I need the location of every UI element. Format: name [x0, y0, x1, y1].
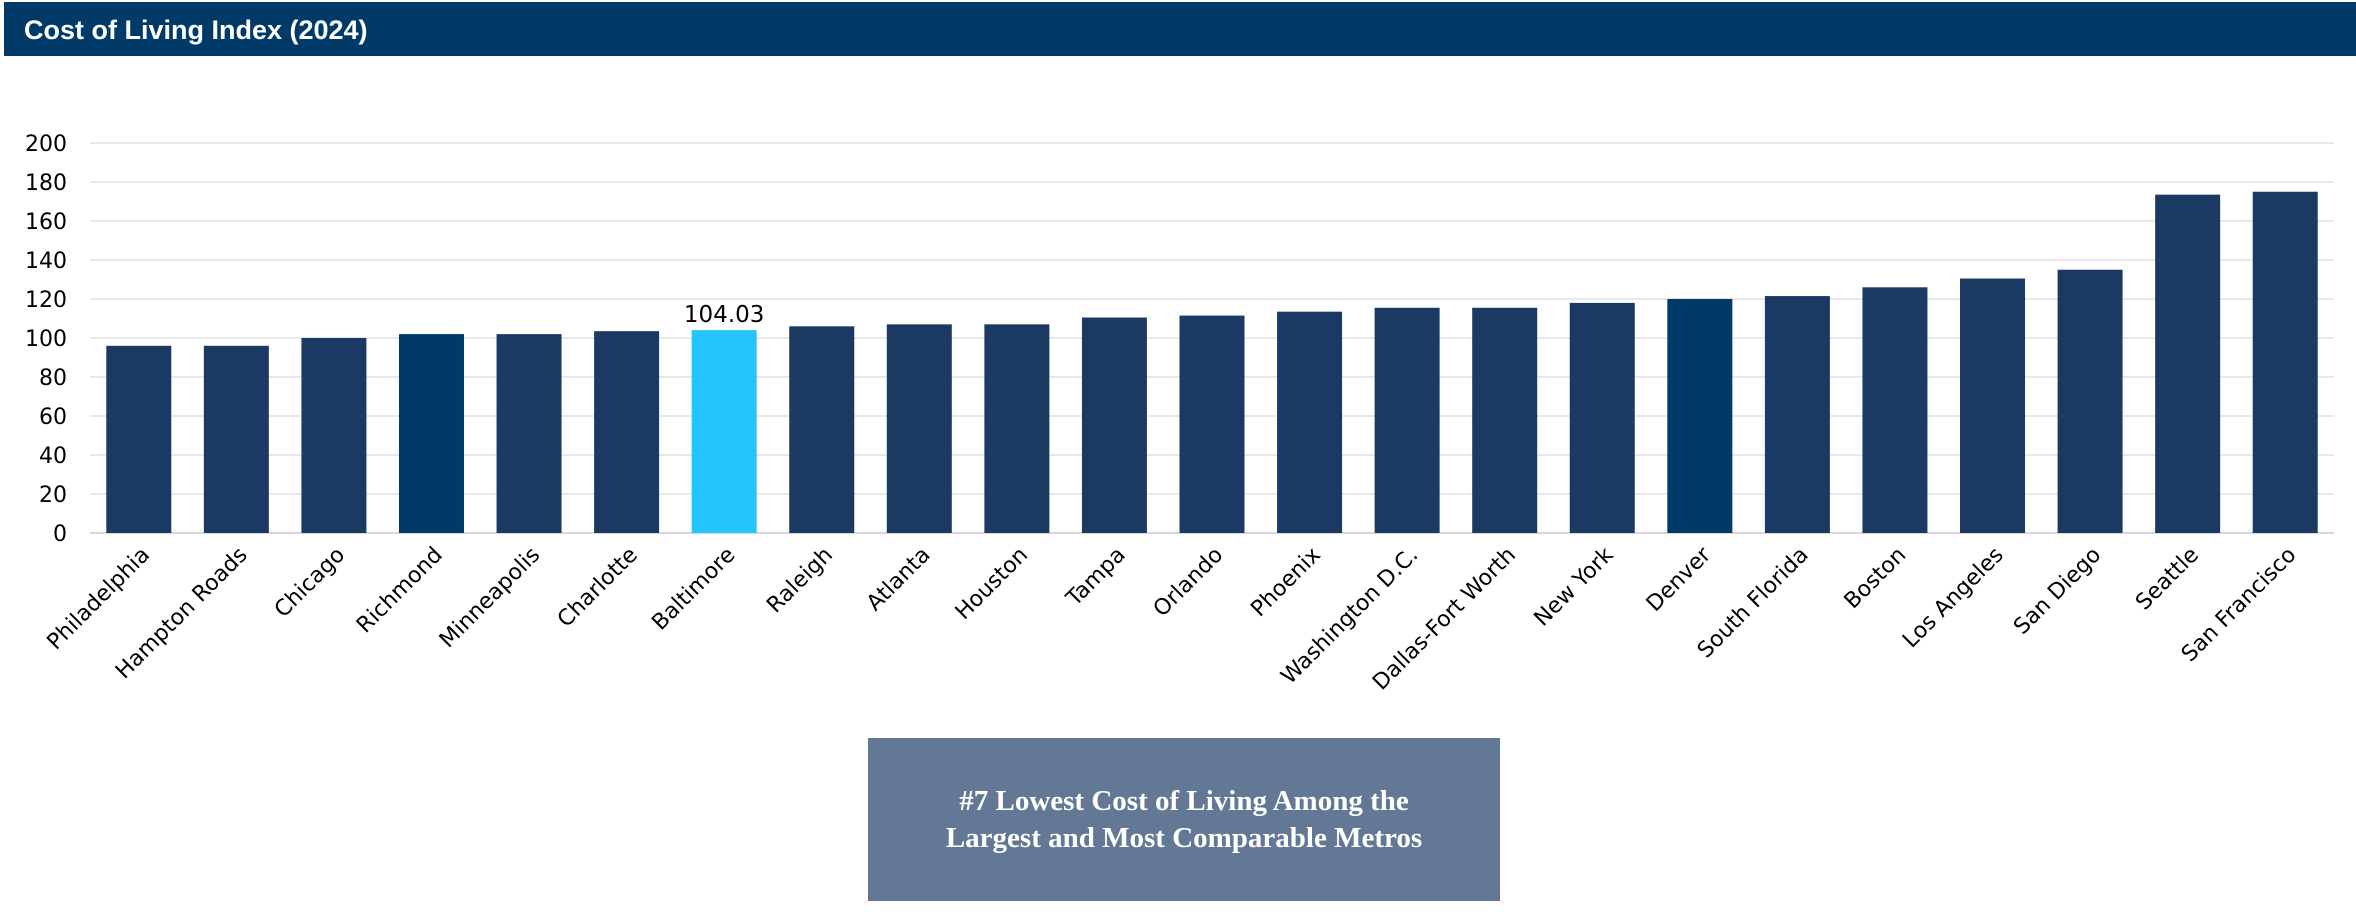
y-tick-label-100: 100 [25, 327, 67, 352]
bar-boston [1862, 287, 1928, 533]
x-tick-label-san-diego: San Diego [2009, 543, 2106, 640]
bar-tampa [1081, 317, 1147, 533]
chart-header: Cost of Living Index (2024) [4, 2, 2356, 56]
x-tick-label-new-york: New York [1530, 542, 1619, 631]
bar-baltimore [691, 330, 757, 533]
x-tick-label-phoenix: Phoenix [1246, 543, 1325, 622]
bar-richmond [398, 334, 464, 533]
y-tick-label-60: 60 [39, 405, 67, 430]
x-tick-label-houston: Houston [951, 543, 1033, 625]
bar-philadelphia [106, 345, 172, 533]
bar-washington-d-c [1374, 307, 1440, 533]
data-labels: 104.03 [684, 302, 764, 328]
bar-raleigh [789, 326, 855, 533]
bar-denver [1667, 299, 1733, 533]
y-tick-label-140: 140 [25, 249, 67, 274]
bar-houston [984, 324, 1050, 533]
bar-los-angeles [1960, 278, 2026, 533]
bar-dallas-fort-worth [1472, 307, 1538, 533]
x-tick-label-charlotte: Charlotte [553, 543, 643, 633]
y-tick-label-80: 80 [39, 366, 67, 391]
y-tick-label-180: 180 [25, 171, 67, 196]
x-tick-label-minneapolis: Minneapolis [435, 543, 545, 653]
data-label-baltimore: 104.03 [684, 302, 764, 328]
bar-san-francisco [2252, 191, 2318, 533]
x-tick-label-richmond: Richmond [352, 543, 448, 639]
bars [106, 191, 2318, 534]
x-tick-label-raleigh: Raleigh [762, 543, 838, 619]
y-tick-label-200: 200 [25, 132, 67, 157]
y-tick-label-120: 120 [25, 288, 67, 313]
callout-text: #7 Lowest Cost of Living Among the Large… [945, 784, 1423, 854]
x-tick-label-tampa: Tampa [1061, 543, 1130, 612]
y-tick-label-160: 160 [25, 210, 67, 235]
bar-seattle [2155, 194, 2221, 534]
bar-new-york [1569, 302, 1635, 533]
y-tick-label-0: 0 [53, 522, 67, 547]
bar-phoenix [1277, 311, 1343, 533]
x-tick-label-boston: Boston [1840, 543, 1911, 614]
x-tick-label-denver: Denver [1642, 542, 1717, 617]
x-tick-label-atlanta: Atlanta [862, 543, 935, 616]
y-tick-label-20: 20 [39, 483, 67, 508]
bar-south-florida [1764, 296, 1830, 533]
x-tick-label-chicago: Chicago [270, 543, 350, 623]
bar-minneapolis [496, 334, 562, 533]
callout-box: #7 Lowest Cost of Living Among the Large… [868, 738, 1500, 901]
bar-chicago [301, 338, 367, 533]
bar-orlando [1179, 315, 1245, 533]
x-tick-label-los-angeles: Los Angeles [1898, 543, 2009, 654]
x-tick-label-baltimore: Baltimore [647, 543, 740, 636]
y-axis-tick-labels: 0 20 40 60 80 100 120 140 160 180 200 [25, 132, 67, 547]
bar-san-diego [2057, 269, 2123, 533]
bar-charlotte [594, 331, 660, 533]
y-tick-label-40: 40 [39, 444, 67, 469]
x-tick-label-seattle: Seattle [2131, 543, 2204, 616]
x-tick-label-orlando: Orlando [1149, 543, 1228, 622]
chart-title: Cost of Living Index (2024) [24, 15, 368, 45]
bar-hampton-roads [203, 345, 269, 533]
bar-atlanta [886, 324, 952, 533]
